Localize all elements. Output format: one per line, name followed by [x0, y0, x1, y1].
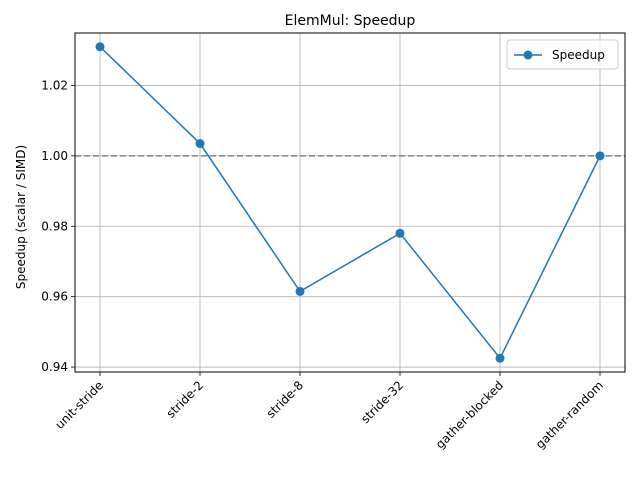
grid — [75, 33, 625, 372]
legend: Speedup — [506, 39, 619, 70]
chart-title: ElemMul: Speedup — [285, 13, 416, 29]
x-tick-label: gather-random — [533, 378, 606, 451]
y-tick-label: 0.94 — [41, 360, 68, 374]
y-tick-label: 1.02 — [41, 78, 68, 92]
legend-box — [506, 39, 619, 70]
x-tick-label: gather-blocked — [433, 378, 506, 451]
x-tick-label: stride-32 — [358, 378, 406, 426]
data-point — [95, 42, 105, 52]
legend-label: Speedup — [552, 48, 605, 62]
data-point — [295, 286, 305, 296]
legend-marker — [523, 50, 533, 60]
x-tick-label: stride-8 — [264, 378, 307, 421]
plot-frame — [74, 32, 626, 373]
y-axis-label: Speedup (scalar / SIMD) — [14, 145, 28, 289]
data-point — [395, 228, 405, 238]
y-tick-label: 0.98 — [41, 219, 68, 233]
y-tick-label: 0.96 — [41, 290, 68, 304]
data-point — [195, 139, 205, 149]
data-point — [495, 353, 505, 363]
x-tick-label: unit-stride — [53, 378, 107, 432]
ticks-layer: unit-stride stride-2 stride-8 stride-32 gath… — [41, 78, 606, 451]
series-layer — [95, 42, 605, 363]
x-tick-label: stride-2 — [164, 378, 207, 421]
data-point — [595, 151, 605, 161]
series-line — [99, 46, 601, 360]
y-tick-label: 1.00 — [41, 149, 68, 163]
